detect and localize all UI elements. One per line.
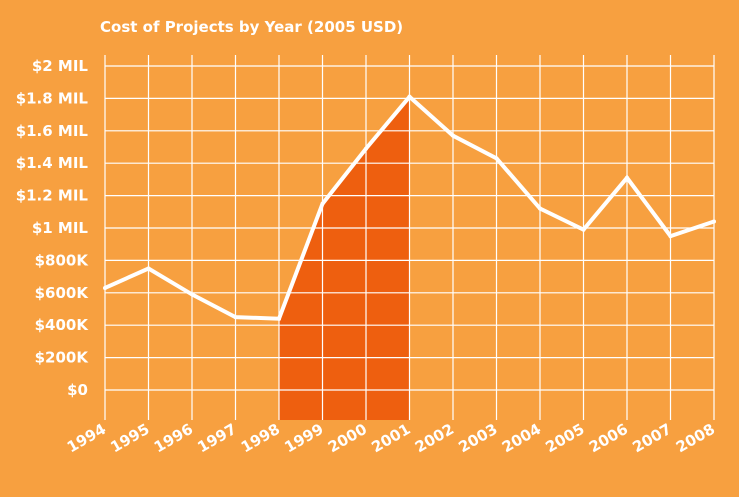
x-tick-label: 1996: [151, 420, 196, 456]
data-point: [277, 316, 281, 321]
y-tick-label: $2 MIL: [32, 57, 89, 75]
x-tick-label: 1999: [281, 420, 326, 456]
x-tick-label: 1994: [64, 420, 109, 456]
x-tick-label: 2007: [629, 420, 674, 456]
y-tick-label: $1.2 MIL: [16, 187, 89, 205]
y-tick-label: $1.4 MIL: [16, 154, 89, 172]
data-point: [233, 315, 238, 320]
data-point: [103, 285, 107, 290]
data-point: [712, 219, 716, 224]
chart-title: Cost of Projects by Year (2005 USD): [100, 18, 404, 36]
data-point: [146, 266, 151, 271]
x-tick-label: 2005: [542, 420, 587, 456]
x-tick-label: 1998: [238, 420, 283, 456]
y-tick-label: $800K: [35, 251, 90, 269]
x-tick-label: 2001: [368, 420, 413, 456]
x-tick-label: 2006: [586, 420, 631, 456]
data-point: [407, 94, 412, 99]
data-point: [320, 201, 325, 206]
data-point: [581, 227, 586, 232]
x-tick-label: 2002: [412, 420, 457, 456]
y-tick-label: $1.8 MIL: [16, 89, 89, 107]
data-point: [668, 234, 673, 239]
data-point: [364, 146, 368, 151]
y-tick-label: $400K: [35, 316, 90, 334]
data-point: [190, 292, 194, 297]
y-tick-label: $1 MIL: [32, 219, 89, 237]
y-tick-label: $600K: [35, 284, 90, 302]
x-tick-label: 2003: [455, 420, 500, 456]
data-point: [625, 175, 629, 180]
highlight-area: [279, 96, 410, 420]
x-tick-label: 2008: [673, 420, 718, 456]
data-point: [451, 133, 455, 138]
x-tick-label: 1995: [107, 420, 152, 456]
x-tick-label: 2000: [325, 420, 370, 456]
y-tick-label: $200K: [35, 349, 90, 367]
data-point: [494, 156, 499, 161]
y-tick-label: $0: [67, 381, 88, 399]
y-tick-label: $1.6 MIL: [16, 122, 89, 140]
data-point: [538, 206, 542, 211]
x-tick-label: 2004: [499, 420, 544, 456]
x-tick-label: 1997: [194, 420, 239, 456]
